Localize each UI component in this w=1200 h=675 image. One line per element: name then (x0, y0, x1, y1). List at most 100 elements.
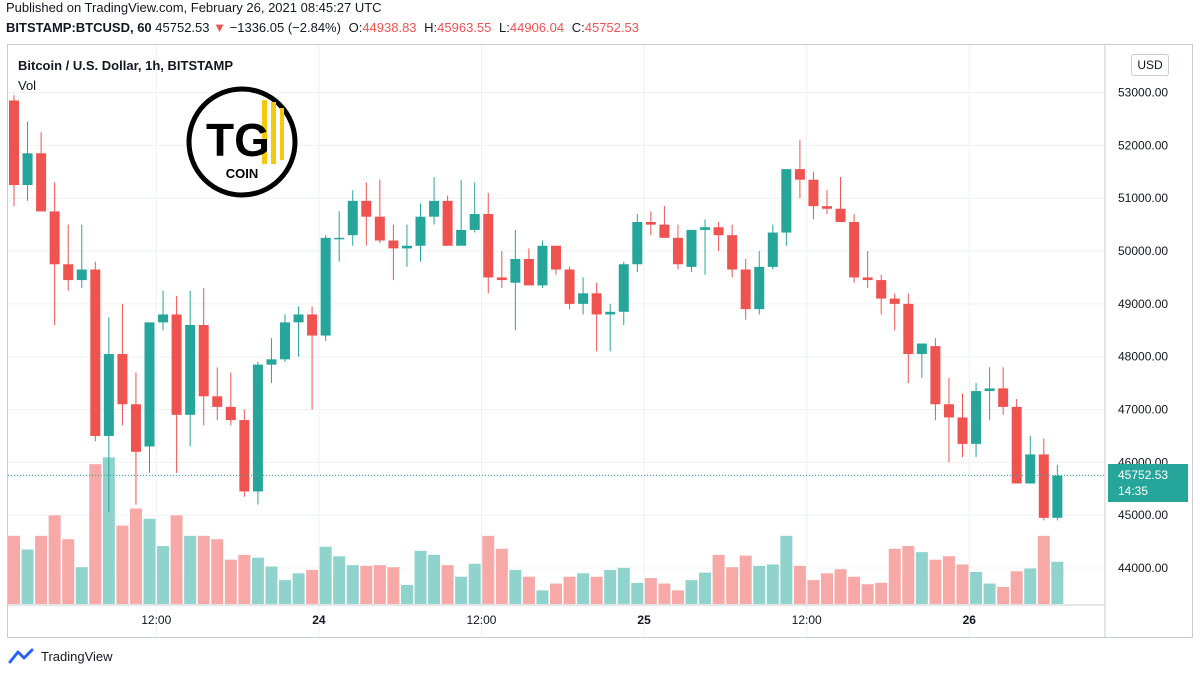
volume-bar (143, 518, 156, 604)
currency-button[interactable]: USD (1131, 54, 1169, 76)
candle-body (659, 224, 670, 238)
last-price: 45752.53 (155, 20, 210, 35)
volume-bar (48, 515, 61, 604)
candle-body (347, 200, 358, 236)
candle-body (645, 221, 656, 225)
volume-bar (306, 569, 319, 604)
volume-bar (821, 573, 833, 604)
candle-body (496, 277, 507, 281)
candle-body (835, 208, 846, 222)
time-axis-label: 12:00 (466, 613, 496, 627)
candle-body (537, 245, 548, 286)
candle-body (1025, 454, 1036, 484)
volume-bar (251, 557, 264, 604)
volume-bar (197, 535, 210, 604)
volume-bar (875, 582, 888, 604)
candle-body (239, 420, 250, 492)
price-axis-label: 44000.00 (1118, 561, 1168, 575)
volume-bar (997, 586, 1010, 604)
time-axis-label: 12:00 (141, 613, 171, 627)
volume-bar (617, 567, 630, 604)
candle-body (1038, 454, 1049, 518)
volume-bar (265, 566, 278, 604)
volume-bar (712, 554, 725, 604)
volume-bar (333, 556, 346, 604)
candle-body (862, 277, 873, 281)
candle-body (523, 258, 534, 286)
volume-bar (942, 556, 955, 604)
candle-body (225, 406, 236, 421)
price-change: −1336.05 (−2.84%) (229, 20, 341, 35)
volume-bar (441, 565, 454, 604)
low-value: 44906.04 (509, 20, 565, 35)
footer-brand[interactable]: TradingView (8, 648, 113, 664)
published-note: Published on TradingView.com, February 2… (6, 0, 382, 15)
volume-bar (536, 590, 549, 604)
volume-bar (848, 576, 861, 604)
candle-body (971, 391, 982, 444)
candle-body (266, 359, 277, 365)
candle-body (90, 269, 101, 436)
candle-body (808, 179, 819, 207)
volume-bar (970, 571, 983, 604)
logo-sub-text: COIN (226, 166, 259, 181)
volume-bar (590, 576, 603, 604)
candle-body (401, 245, 412, 249)
volume-bar (157, 546, 170, 604)
low-label: L: (499, 20, 510, 35)
candle-body (456, 229, 467, 246)
price-axis-label: 52000.00 (1118, 138, 1168, 152)
volume-bar (455, 576, 468, 604)
volume-bar (1024, 568, 1037, 604)
candle-body (158, 314, 169, 323)
candle-body (632, 221, 643, 265)
volume-bar (8, 535, 20, 604)
volume-bar (780, 535, 793, 604)
candle-body (551, 245, 561, 270)
volume-bar (360, 565, 373, 604)
candle-body (320, 237, 331, 336)
last-price-tag-value: 45752.53 (1118, 468, 1169, 482)
volume-bar (658, 583, 671, 604)
volume-bar (739, 555, 752, 604)
volume-bar (577, 573, 590, 604)
price-axis-label: 53000.00 (1118, 86, 1168, 100)
time-axis-label: 24 (312, 613, 326, 627)
volume-bar (563, 576, 576, 604)
volume-bar (89, 464, 102, 604)
volume-bar (929, 559, 942, 604)
candle-body (943, 404, 954, 418)
volume-bar (956, 564, 969, 604)
volume-bar (238, 554, 251, 604)
open-value: 44938.83 (362, 20, 417, 35)
chart-frame (7, 44, 1193, 638)
close-label: C: (571, 20, 585, 35)
candle-body (63, 264, 74, 281)
price-axis-label: 51000.00 (1118, 191, 1168, 205)
candle-body (1052, 475, 1063, 518)
tg-coin-logo: TG COIN (186, 86, 298, 198)
candle-body (130, 404, 141, 452)
candle-body (700, 227, 711, 230)
volume-bar (604, 569, 617, 604)
volume-bar (21, 549, 34, 604)
candle-body (740, 269, 751, 310)
volume-bar (184, 535, 197, 604)
candle-body (415, 216, 426, 246)
candle-body (767, 232, 778, 267)
volume-bar (468, 563, 481, 604)
volume-bar (224, 559, 237, 604)
candle-body (76, 269, 87, 281)
candle-body (1011, 406, 1022, 484)
candle-body (36, 153, 47, 212)
candle-body (713, 227, 724, 236)
candle-body (22, 153, 33, 185)
candle-body (483, 214, 494, 278)
candle-body (388, 240, 399, 249)
candle-body (252, 364, 263, 492)
candle-body (212, 396, 223, 407)
volume-bar (861, 584, 874, 604)
volume-legend: Vol (18, 78, 37, 93)
candle-body (361, 200, 372, 217)
